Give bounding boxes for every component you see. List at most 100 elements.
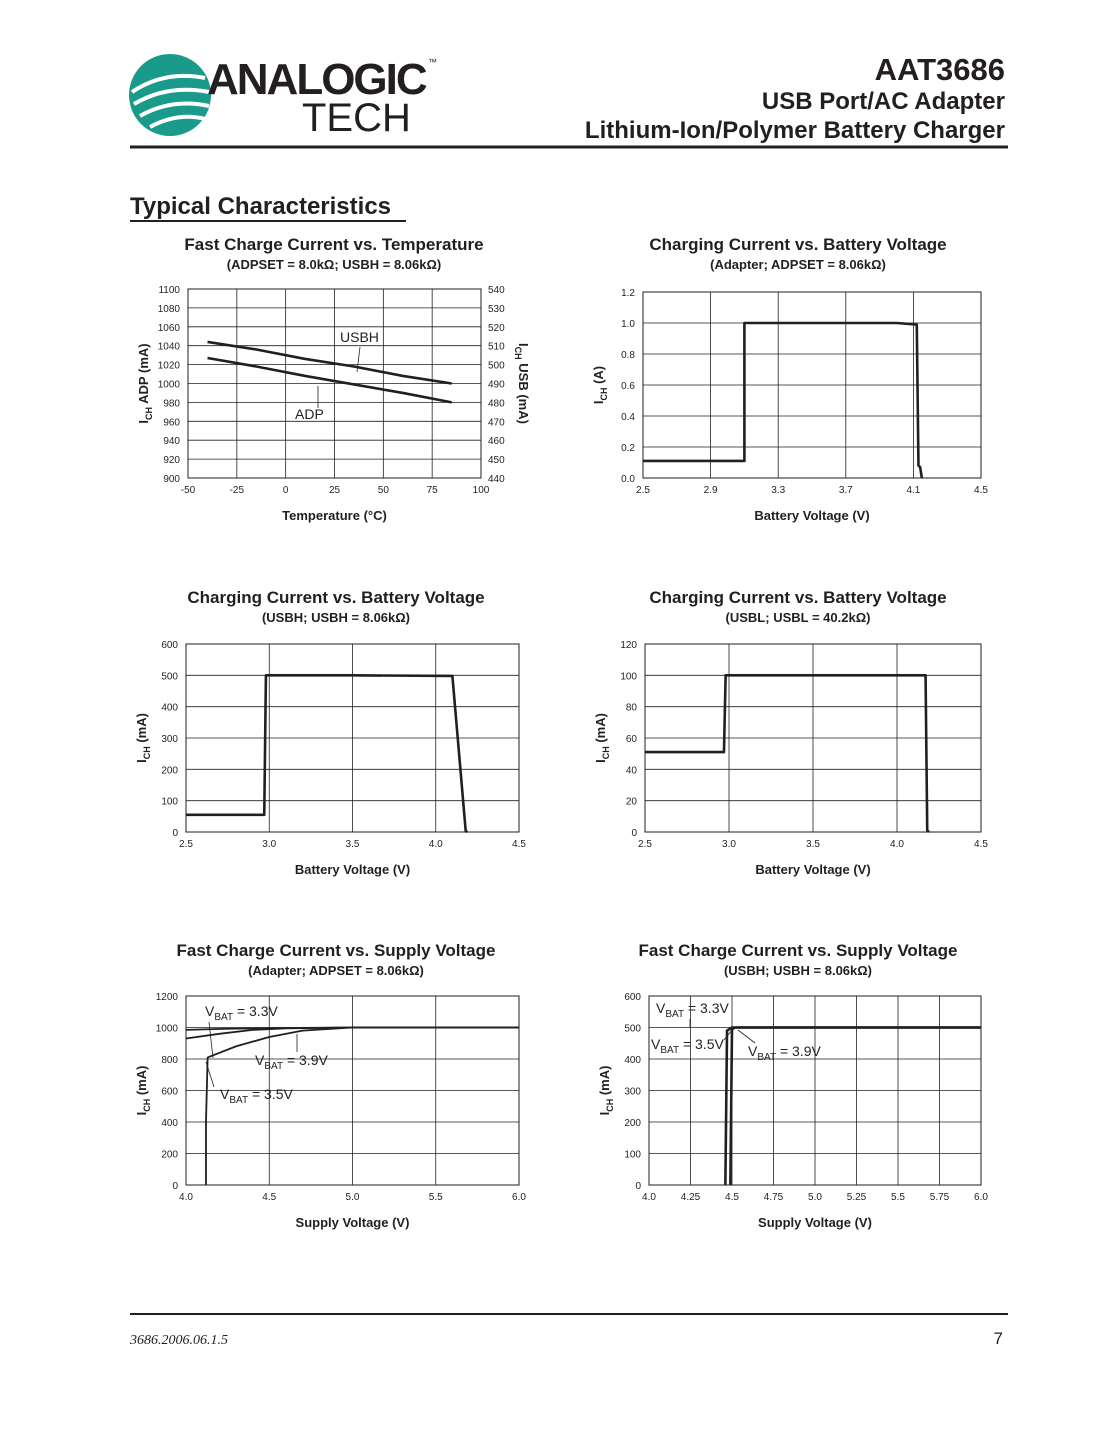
section-title: Typical Characteristics: [130, 193, 391, 220]
x-tick-label: 4.5: [974, 839, 988, 850]
x-tick-label: 5.0: [346, 1192, 360, 1203]
x-tick-label: 3.7: [839, 485, 853, 496]
x-tick-label: 5.5: [429, 1192, 443, 1203]
y-tick-label: 0: [172, 828, 178, 839]
x-tick-label: 2.5: [638, 839, 652, 850]
data-line: [207, 340, 452, 385]
annotation: VBAT = 3.9V: [255, 1052, 328, 1072]
annotation-part: = 3.9V: [283, 1052, 328, 1068]
x-axis-label: Battery Voltage (V): [295, 862, 410, 877]
y-tick-label: 600: [624, 992, 641, 1003]
y2-tick-label: 520: [488, 323, 505, 334]
y-axis-label-part: I: [593, 759, 608, 763]
doc-title: Lithium-Ion/Polymer Battery Charger: [585, 117, 1005, 144]
annotation-part: V: [651, 1036, 661, 1052]
y-tick-label: 200: [161, 1150, 178, 1161]
x-tick-label: 2.9: [704, 485, 718, 496]
data-line: [729, 1026, 981, 1186]
y-tick-label: 500: [624, 1024, 641, 1035]
x-tick-label: 4.0: [890, 839, 904, 850]
x-tick-label: 100: [473, 485, 490, 496]
y-axis-label-part: (mA): [134, 713, 149, 746]
y-tick-label: 960: [163, 417, 180, 428]
y2-tick-label: 530: [488, 304, 505, 315]
x-tick-label: 4.5: [512, 839, 526, 850]
x-tick-label: 4.0: [429, 839, 443, 850]
chart-subtitle: (USBH; USBH = 8.06kΩ): [262, 610, 410, 625]
y2-tick-label: 460: [488, 436, 505, 447]
y-axis-label-part: I: [136, 420, 151, 424]
y-tick-label: 920: [163, 455, 180, 466]
x-tick-label: 4.0: [179, 1192, 193, 1203]
y-tick-label: 60: [626, 734, 638, 745]
annotation-pointer: [208, 1021, 214, 1059]
y-tick-label: 0.8: [621, 350, 635, 361]
x-tick-label: 6.0: [974, 1192, 988, 1203]
y-tick-label: 1080: [158, 304, 181, 315]
data-line: [207, 356, 452, 404]
annotation-part: BAT: [264, 1061, 283, 1072]
logo-word: ANALOGIC: [207, 55, 427, 104]
x-tick-label: 25: [329, 485, 341, 496]
annotation-part: V: [748, 1043, 758, 1059]
x-tick-label: 5.0: [808, 1192, 822, 1203]
annotation-pointer: [723, 1029, 733, 1041]
x-tick-label: 5.75: [930, 1192, 950, 1203]
annotation-part: BAT: [665, 1009, 684, 1020]
y-axis-label-part: I: [134, 759, 149, 763]
y-tick-label: 200: [161, 765, 178, 776]
annotation: VBAT = 3.5V: [651, 1036, 724, 1056]
x-tick-label: 3.0: [722, 839, 736, 850]
x-tick-label: -25: [230, 485, 245, 496]
annotation: ADP: [295, 406, 324, 422]
y-tick-label: 0: [172, 1181, 178, 1192]
y2-tick-label: 480: [488, 398, 505, 409]
y-tick-label: 1020: [158, 361, 181, 372]
annotation-part: BAT: [214, 1012, 233, 1023]
x-tick-label: -50: [181, 485, 196, 496]
y-tick-label: 400: [161, 1118, 178, 1129]
data-line: [205, 1026, 519, 1185]
y-axis-label: ICH (mA): [134, 1066, 152, 1116]
y2-tick-label: 450: [488, 455, 505, 466]
y2-tick-label: 470: [488, 417, 505, 428]
x-tick-label: 5.25: [847, 1192, 867, 1203]
y-axis-label-part: I: [597, 1112, 612, 1116]
annotation-part: BAT: [660, 1045, 679, 1056]
y-tick-label: 1.0: [621, 319, 635, 330]
x-tick-label: 4.1: [906, 485, 920, 496]
x-tick-label: 3.5: [346, 839, 360, 850]
x-tick-label: 4.5: [974, 485, 988, 496]
chart-title: Charging Current vs. Battery Voltage: [649, 235, 946, 254]
logo-word: TECH: [302, 96, 411, 140]
x-tick-label: 0: [283, 485, 289, 496]
y-tick-label: 0.6: [621, 381, 635, 392]
y2-axis-label-part: CH: [513, 347, 523, 360]
y-axis-label-part: CH: [144, 407, 154, 420]
y-tick-label: 100: [161, 797, 178, 808]
annotation: VBAT = 3.3V: [205, 1003, 278, 1023]
x-tick-label: 75: [427, 485, 439, 496]
x-tick-label: 2.5: [636, 485, 650, 496]
x-axis-label: Battery Voltage (V): [754, 508, 869, 523]
doc-title: USB Port/AC Adapter: [762, 88, 1005, 115]
chart-subtitle: (Adapter; ADPSET = 8.06kΩ): [710, 257, 886, 272]
chart-subtitle: (Adapter; ADPSET = 8.06kΩ): [248, 963, 424, 978]
annotation-part: = 3.3V: [684, 1000, 729, 1016]
y2-tick-label: 440: [488, 474, 505, 485]
y-axis-label-part: CH: [599, 388, 609, 401]
page-number: 7: [994, 1329, 1003, 1348]
y-tick-label: 200: [624, 1118, 641, 1129]
chart-title: Fast Charge Current vs. Temperature: [184, 235, 483, 254]
x-tick-label: 50: [378, 485, 390, 496]
y-tick-label: 1000: [156, 1024, 179, 1035]
annotation-part: = 3.5V: [248, 1086, 293, 1102]
x-tick-label: 5.5: [891, 1192, 905, 1203]
chart-subtitle: (ADPSET = 8.0kΩ; USBH = 8.06kΩ): [227, 257, 441, 272]
y-tick-label: 900: [163, 474, 180, 485]
x-tick-label: 6.0: [512, 1192, 526, 1203]
annotation-part: V: [656, 1000, 666, 1016]
y-tick-label: 600: [161, 1087, 178, 1098]
annotation-part: = 3.3V: [233, 1003, 278, 1019]
doc-number: 3686.2006.06.1.5: [129, 1333, 228, 1348]
